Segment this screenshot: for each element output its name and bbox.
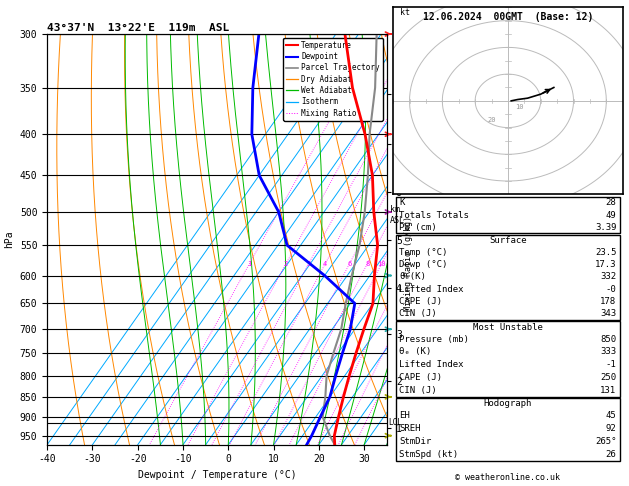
Text: SREH: SREH: [399, 424, 421, 434]
Y-axis label: hPa: hPa: [4, 230, 14, 248]
Text: Mixing Ratio (g/kg): Mixing Ratio (g/kg): [404, 216, 413, 311]
Text: 2: 2: [284, 260, 288, 267]
Text: 20: 20: [487, 117, 496, 123]
Text: 850: 850: [600, 335, 616, 344]
Text: -0: -0: [606, 285, 616, 294]
Text: LCL: LCL: [388, 418, 402, 427]
Text: 49: 49: [606, 210, 616, 220]
Text: © weatheronline.co.uk: © weatheronline.co.uk: [455, 473, 560, 482]
Text: 3.39: 3.39: [595, 223, 616, 232]
Text: θₑ(K): θₑ(K): [399, 272, 426, 281]
Text: 265°: 265°: [595, 437, 616, 446]
Text: Hodograph: Hodograph: [484, 399, 532, 408]
Text: K: K: [399, 198, 405, 208]
Text: Totals Totals: Totals Totals: [399, 210, 469, 220]
Text: Lifted Index: Lifted Index: [399, 285, 464, 294]
Text: Most Unstable: Most Unstable: [473, 323, 543, 331]
Text: 250: 250: [600, 373, 616, 382]
Text: 332: 332: [600, 272, 616, 281]
Text: CAPE (J): CAPE (J): [399, 373, 442, 382]
Text: CIN (J): CIN (J): [399, 386, 437, 395]
Text: 10: 10: [515, 104, 524, 110]
Text: 45: 45: [606, 412, 616, 420]
Text: 6: 6: [347, 260, 352, 267]
Text: PW (cm): PW (cm): [399, 223, 437, 232]
Text: 343: 343: [600, 309, 616, 318]
Text: 43°37'N  13°22'E  119m  ASL: 43°37'N 13°22'E 119m ASL: [47, 23, 230, 33]
Text: StmSpd (kt): StmSpd (kt): [399, 450, 459, 459]
Text: 26: 26: [606, 450, 616, 459]
Text: 12.06.2024  00GMT  (Base: 12): 12.06.2024 00GMT (Base: 12): [423, 12, 593, 22]
Text: 8: 8: [365, 260, 369, 267]
Text: CIN (J): CIN (J): [399, 309, 437, 318]
Text: Temp (°C): Temp (°C): [399, 248, 448, 257]
Text: Lifted Index: Lifted Index: [399, 360, 464, 369]
Text: 10: 10: [377, 260, 386, 267]
Text: 4: 4: [323, 260, 327, 267]
Text: 333: 333: [600, 347, 616, 356]
X-axis label: Dewpoint / Temperature (°C): Dewpoint / Temperature (°C): [138, 470, 296, 480]
Text: km
ASL: km ASL: [390, 206, 405, 225]
Text: kt: kt: [399, 8, 409, 17]
Text: StmDir: StmDir: [399, 437, 431, 446]
Text: 131: 131: [600, 386, 616, 395]
Text: Surface: Surface: [489, 236, 526, 245]
Text: 1: 1: [247, 260, 252, 267]
Text: EH: EH: [399, 412, 410, 420]
Text: θₑ (K): θₑ (K): [399, 347, 431, 356]
Text: 92: 92: [606, 424, 616, 434]
Text: -1: -1: [606, 360, 616, 369]
Text: 3: 3: [306, 260, 311, 267]
Legend: Temperature, Dewpoint, Parcel Trajectory, Dry Adiabat, Wet Adiabat, Isotherm, Mi: Temperature, Dewpoint, Parcel Trajectory…: [283, 38, 383, 121]
Text: 23.5: 23.5: [595, 248, 616, 257]
Text: Pressure (mb): Pressure (mb): [399, 335, 469, 344]
Text: 178: 178: [600, 297, 616, 306]
Text: 17.3: 17.3: [595, 260, 616, 269]
Text: CAPE (J): CAPE (J): [399, 297, 442, 306]
Text: 28: 28: [606, 198, 616, 208]
Text: Dewp (°C): Dewp (°C): [399, 260, 448, 269]
